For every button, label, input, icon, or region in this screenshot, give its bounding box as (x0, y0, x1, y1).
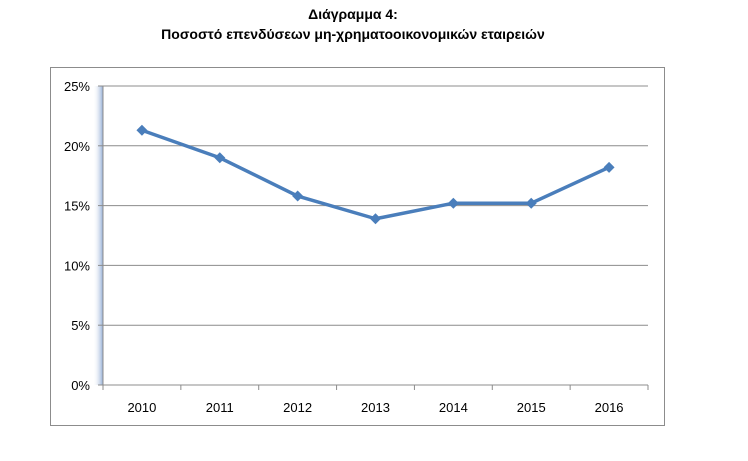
y-tick-label: 20% (64, 139, 90, 154)
x-tick-label: 2015 (517, 400, 546, 415)
gridlines (103, 85, 648, 326)
data-point-marker (603, 161, 615, 173)
chart-title: Ποσοστό επενδύσεων μη-χρηματοοικονομικών… (161, 26, 545, 42)
x-tick-label: 2012 (283, 400, 312, 415)
axis-shading (93, 86, 103, 385)
y-tick-label: 25% (64, 79, 90, 94)
x-tick-label: 2010 (127, 400, 156, 415)
x-tick-label: 2014 (439, 400, 468, 415)
x-tick-label: 2016 (595, 400, 624, 415)
chart-title-block: Διάγραμμα 4: Ποσοστό επενδύσεων μη-χρημα… (0, 4, 706, 44)
y-tick-label: 0% (71, 378, 90, 393)
y-tick-label: 10% (64, 258, 90, 273)
data-point-marker (292, 190, 304, 202)
x-tick-label: 2013 (361, 400, 390, 415)
x-tick-labels: 2010 2011 2012 2013 2014 2015 2016 (127, 400, 623, 415)
data-point-marker (447, 197, 459, 209)
data-point-marker (370, 213, 381, 225)
data-point-marker (214, 152, 226, 164)
y-tick-label: 5% (71, 318, 90, 333)
y-tick-label: 15% (64, 199, 90, 214)
axes (98, 85, 649, 390)
data-point-marker (136, 124, 148, 136)
figure-number: Διάγραμμα 4: (308, 6, 398, 22)
data-point-marker (525, 197, 537, 209)
chart-frame (50, 67, 665, 426)
series (136, 124, 615, 225)
y-tick-labels: 0% 5% 10% 15% 20% 25% (64, 79, 90, 393)
x-tick-label: 2011 (206, 400, 234, 415)
